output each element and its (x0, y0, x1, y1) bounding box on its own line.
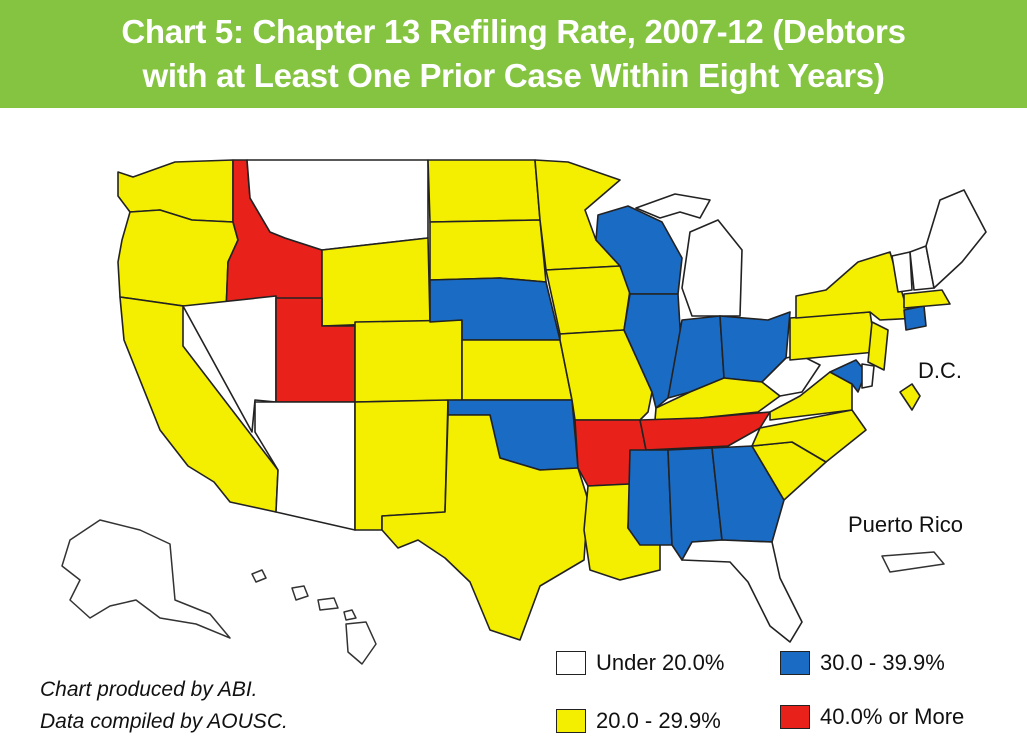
state-wyoming (321, 237, 431, 327)
legend-30-39: 30.0 - 39.9% (780, 648, 945, 678)
state-alaska (61, 519, 231, 639)
state-puerto-rico (881, 551, 945, 573)
legend-swatch-30-39 (780, 651, 810, 675)
state-new-mexico (354, 399, 449, 531)
state-florida (681, 539, 803, 643)
title-line-2: with at Least One Prior Case Within Eigh… (142, 57, 885, 94)
credit-line-2: Data compiled by AOUSC. (40, 710, 288, 733)
state-colorado (354, 319, 463, 403)
legend-20-29: 20.0 - 29.9% (556, 706, 721, 736)
legend-under-20: Under 20.0% (556, 648, 724, 678)
state-illinois (623, 293, 683, 409)
state-pennsylvania (789, 311, 877, 361)
legend-label-20-29: 20.0 - 29.9% (596, 708, 721, 733)
title-line-1: Chart 5: Chapter 13 Refiling Rate, 2007-… (121, 13, 906, 50)
legend-40-plus: 40.0% or More (780, 702, 964, 732)
credit-line-1: Chart produced by ABI. (40, 678, 258, 701)
state-new-jersey (867, 321, 889, 371)
state-texas (381, 414, 589, 641)
legend-swatch-20-29 (556, 709, 586, 733)
state-dc (899, 383, 921, 411)
state-north-dakota (427, 159, 541, 223)
state-kansas (461, 339, 573, 401)
state-maine (925, 189, 987, 289)
us-state-map (61, 159, 987, 665)
state-california (119, 296, 279, 513)
legend-swatch-under-20 (556, 651, 586, 675)
state-south-dakota (429, 219, 547, 283)
legend-label-30-39: 30.0 - 39.9% (820, 650, 945, 675)
state-delaware (861, 363, 875, 389)
state-oregon (117, 209, 239, 313)
state-nevada (182, 295, 277, 433)
state-mississippi (627, 449, 673, 546)
state-vermont (891, 251, 913, 293)
legend-label-under-20: Under 20.0% (596, 650, 725, 675)
legend-label-40-plus: 40.0% or More (820, 704, 965, 729)
title-banner: Chart 5: Chapter 13 Refiling Rate, 2007-… (0, 0, 1027, 108)
state-massachusetts (903, 289, 951, 309)
dc-label: D.C. (918, 358, 962, 383)
state-hawaii (251, 569, 377, 665)
state-connecticut (903, 305, 927, 331)
legend-swatch-40-plus (780, 705, 810, 729)
puerto-rico-label: Puerto Rico (848, 512, 963, 537)
state-michigan (635, 193, 743, 317)
state-iowa (545, 265, 631, 335)
